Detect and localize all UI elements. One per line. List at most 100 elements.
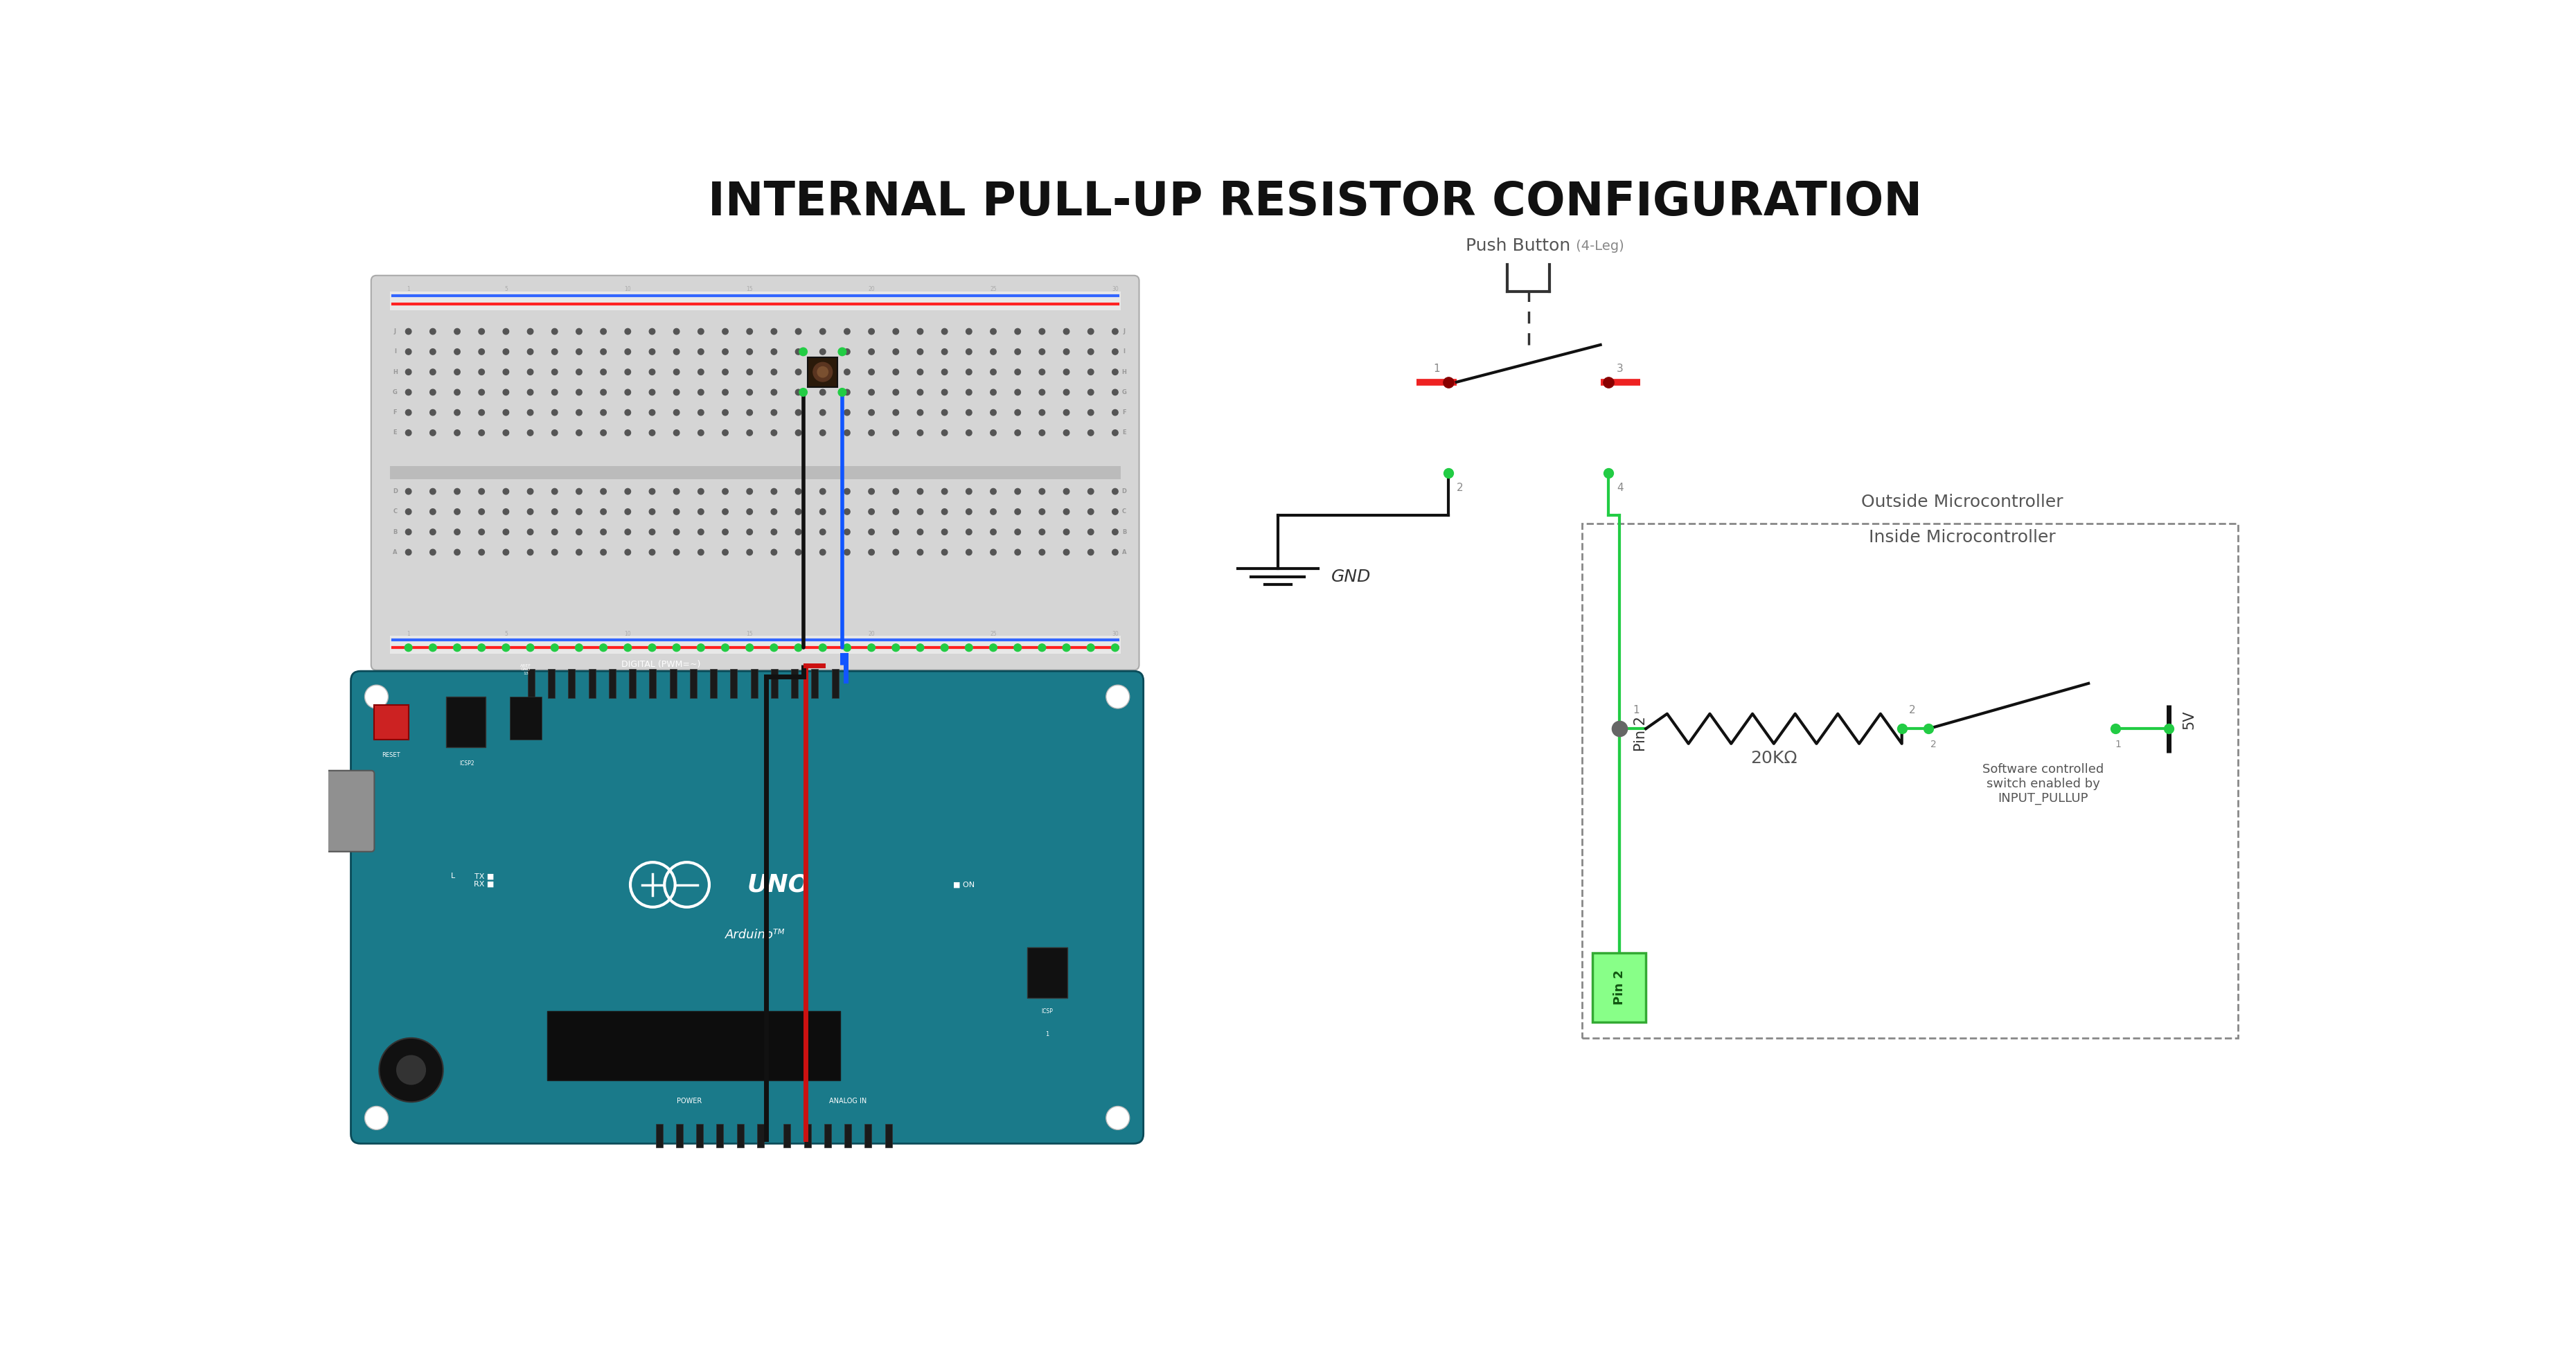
Text: 30: 30 — [1113, 630, 1118, 637]
Circle shape — [672, 530, 680, 535]
Circle shape — [672, 430, 680, 436]
Circle shape — [404, 369, 412, 375]
Circle shape — [721, 329, 729, 334]
Circle shape — [770, 349, 778, 354]
Circle shape — [943, 530, 948, 535]
Circle shape — [747, 489, 752, 494]
Circle shape — [626, 430, 631, 436]
Circle shape — [502, 349, 510, 354]
Circle shape — [649, 329, 654, 334]
Text: L: L — [451, 873, 456, 888]
Circle shape — [479, 349, 484, 354]
Circle shape — [502, 530, 510, 535]
Circle shape — [577, 369, 582, 375]
Circle shape — [747, 509, 752, 515]
Circle shape — [1113, 509, 1118, 515]
Circle shape — [943, 509, 948, 515]
Circle shape — [479, 530, 484, 535]
Text: C: C — [394, 509, 397, 515]
Circle shape — [894, 369, 899, 375]
Circle shape — [943, 369, 948, 375]
Bar — [549, 668, 554, 698]
Circle shape — [819, 349, 827, 354]
Text: 10: 10 — [623, 285, 631, 292]
Circle shape — [966, 369, 971, 375]
Text: 4: 4 — [1618, 482, 1623, 493]
Circle shape — [943, 489, 948, 494]
Circle shape — [1113, 390, 1118, 395]
Bar — [832, 668, 840, 698]
Circle shape — [600, 410, 605, 416]
Text: 30: 30 — [1113, 285, 1118, 292]
Circle shape — [819, 390, 827, 395]
Text: Inside Microcontroller: Inside Microcontroller — [1868, 528, 2056, 546]
Circle shape — [698, 390, 703, 395]
Circle shape — [453, 369, 461, 375]
Circle shape — [989, 329, 997, 334]
Circle shape — [814, 363, 832, 382]
Circle shape — [430, 549, 435, 555]
Circle shape — [845, 509, 850, 515]
Circle shape — [404, 549, 412, 555]
Circle shape — [477, 644, 484, 652]
Bar — [546, 1012, 840, 1081]
Bar — [389, 636, 1121, 655]
Circle shape — [917, 430, 922, 436]
Circle shape — [747, 329, 752, 334]
Circle shape — [868, 489, 873, 494]
Circle shape — [551, 644, 559, 652]
Circle shape — [698, 369, 703, 375]
Text: H: H — [1121, 369, 1126, 375]
Circle shape — [626, 349, 631, 354]
Circle shape — [479, 430, 484, 436]
Text: 1: 1 — [1633, 705, 1638, 716]
Circle shape — [943, 430, 948, 436]
Circle shape — [943, 390, 948, 395]
Circle shape — [479, 369, 484, 375]
Bar — [675, 1124, 683, 1148]
Circle shape — [366, 1107, 389, 1130]
Bar — [737, 1124, 744, 1148]
Circle shape — [528, 410, 533, 416]
Circle shape — [837, 388, 845, 397]
Bar — [649, 668, 657, 698]
Text: E: E — [394, 429, 397, 436]
Circle shape — [1113, 369, 1118, 375]
Circle shape — [819, 430, 827, 436]
Circle shape — [649, 549, 654, 555]
Circle shape — [430, 349, 435, 354]
Circle shape — [891, 644, 899, 652]
Circle shape — [799, 388, 806, 397]
Circle shape — [1015, 530, 1020, 535]
Circle shape — [721, 410, 729, 416]
Circle shape — [430, 430, 435, 436]
Bar — [845, 1124, 853, 1148]
Circle shape — [551, 369, 556, 375]
Circle shape — [894, 329, 899, 334]
Circle shape — [796, 489, 801, 494]
Circle shape — [502, 489, 510, 494]
Circle shape — [747, 549, 752, 555]
Circle shape — [479, 329, 484, 334]
Circle shape — [430, 369, 435, 375]
Circle shape — [917, 530, 922, 535]
Circle shape — [379, 1038, 443, 1101]
Circle shape — [1113, 430, 1118, 436]
Circle shape — [989, 489, 997, 494]
Circle shape — [600, 329, 605, 334]
Text: POWER: POWER — [677, 1097, 703, 1104]
Circle shape — [528, 549, 533, 555]
Text: F: F — [394, 409, 397, 416]
Circle shape — [1064, 530, 1069, 535]
Bar — [389, 466, 1121, 479]
Bar — [770, 668, 778, 698]
Circle shape — [528, 430, 533, 436]
Circle shape — [649, 390, 654, 395]
Circle shape — [1087, 644, 1095, 652]
Circle shape — [1064, 329, 1069, 334]
Circle shape — [1038, 509, 1046, 515]
Circle shape — [600, 390, 605, 395]
Circle shape — [698, 644, 706, 652]
Circle shape — [1087, 509, 1095, 515]
Circle shape — [698, 349, 703, 354]
